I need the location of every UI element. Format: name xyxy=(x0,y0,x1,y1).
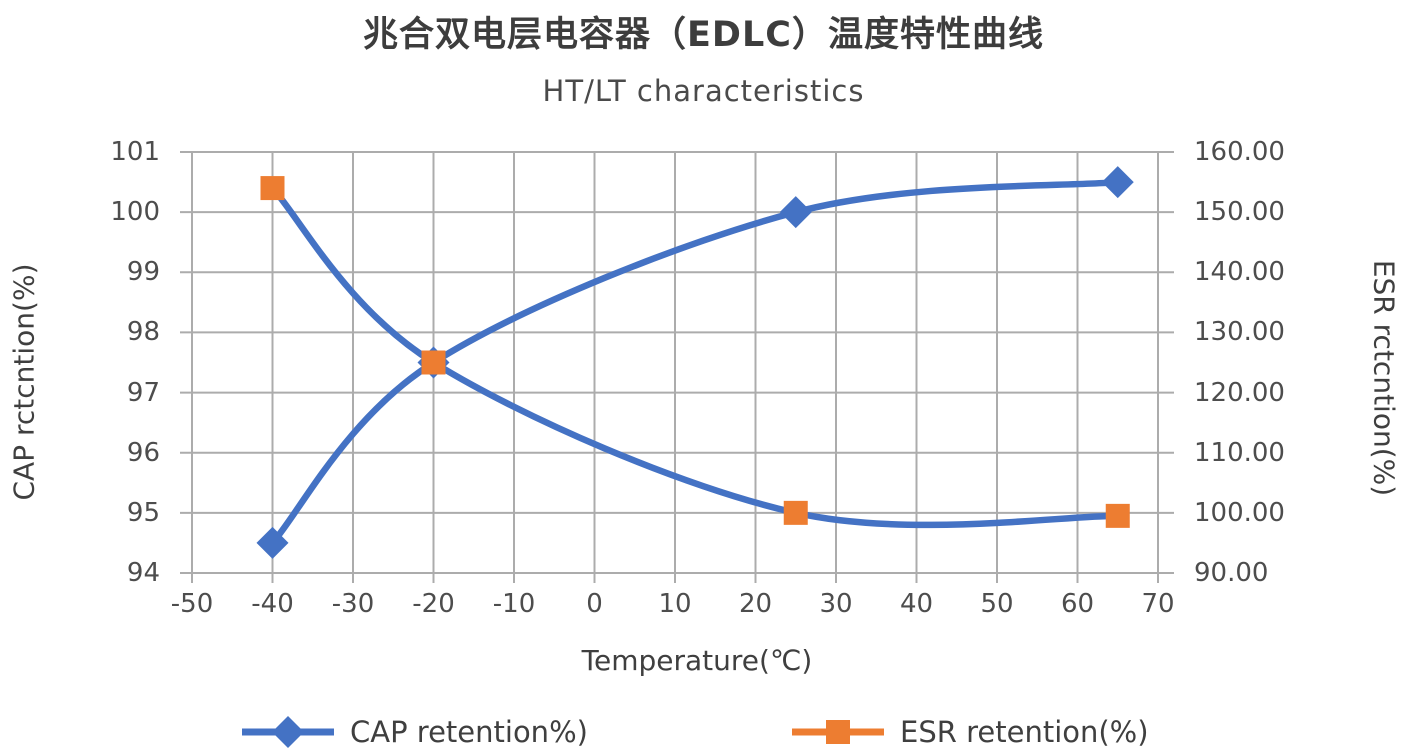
y-tick-right: 130.00 xyxy=(1194,317,1285,348)
y-tick-right: 140.00 xyxy=(1194,257,1285,288)
x-tick: 30 xyxy=(819,589,853,619)
chart-subtitle: HT/LT characteristics xyxy=(542,74,865,108)
x-tick: 60 xyxy=(1060,589,1095,619)
cap-data-point-diamond-icon xyxy=(256,526,289,559)
cap-series-swatch-icon xyxy=(242,716,334,748)
series-line-esr xyxy=(269,184,1121,529)
y-tick-left: 97 xyxy=(126,377,160,408)
y-tick-left: 96 xyxy=(126,437,160,468)
legend-entry-esr: ESR retention(%) xyxy=(792,710,1149,754)
y-tick-right: 150.00 xyxy=(1194,197,1285,228)
x-tick: 0 xyxy=(586,589,603,619)
plot-border xyxy=(191,151,1159,574)
x-tick: 20 xyxy=(738,589,773,619)
y-tick-left: 95 xyxy=(126,497,160,528)
esr-data-point-square-icon xyxy=(783,500,808,525)
esr-data-point-square-icon xyxy=(1105,503,1130,528)
x-tick: 50 xyxy=(980,589,1014,619)
y-tick-left: 101 xyxy=(110,137,160,167)
x-tick: 70 xyxy=(1141,589,1175,619)
legend: CAP retention%) ESR retention(%) xyxy=(0,710,1407,754)
y-tick-right: 90.00 xyxy=(1194,558,1269,588)
x-tick: -30 xyxy=(331,589,375,619)
x-tick: -20 xyxy=(412,589,455,619)
esr-data-point-square-icon xyxy=(260,176,285,201)
chart-title: 兆合双电层电容器（EDLC）温度特性曲线 xyxy=(363,15,1044,55)
y-axis-left-title: CAP rctcntion(%) xyxy=(7,263,41,501)
x-tick: -40 xyxy=(251,589,294,619)
x-tick: -50 xyxy=(170,589,214,619)
y-tick-left: 94 xyxy=(126,558,160,588)
y-tick-right: 160.00 xyxy=(1194,137,1285,167)
x-axis-title: Temperature(℃) xyxy=(581,644,813,677)
y-tick-left: 99 xyxy=(126,257,160,288)
x-tick: -10 xyxy=(492,589,536,619)
cap-data-point-diamond-icon xyxy=(1101,166,1134,199)
esr-series-swatch-icon xyxy=(792,720,884,744)
y-tick-right: 120.00 xyxy=(1194,377,1285,408)
y-tick-right: 110.00 xyxy=(1194,437,1285,468)
series-line-cap xyxy=(269,178,1121,547)
y-tick-left: 98 xyxy=(126,317,160,348)
esr-data-point-square-icon xyxy=(421,350,446,375)
cap-data-point-diamond-icon xyxy=(779,196,812,229)
legend-label-esr: ESR retention(%) xyxy=(900,715,1149,749)
y-axis-right-title: ESR rctcntion(%) xyxy=(1367,259,1401,497)
x-tick: 40 xyxy=(899,589,934,619)
legend-entry-cap: CAP retention%) xyxy=(242,710,588,754)
y-tick-right: 100.00 xyxy=(1194,497,1285,528)
legend-label-cap: CAP retention%) xyxy=(350,715,588,749)
x-tick: 10 xyxy=(658,589,692,619)
y-tick-left: 100 xyxy=(110,197,160,228)
